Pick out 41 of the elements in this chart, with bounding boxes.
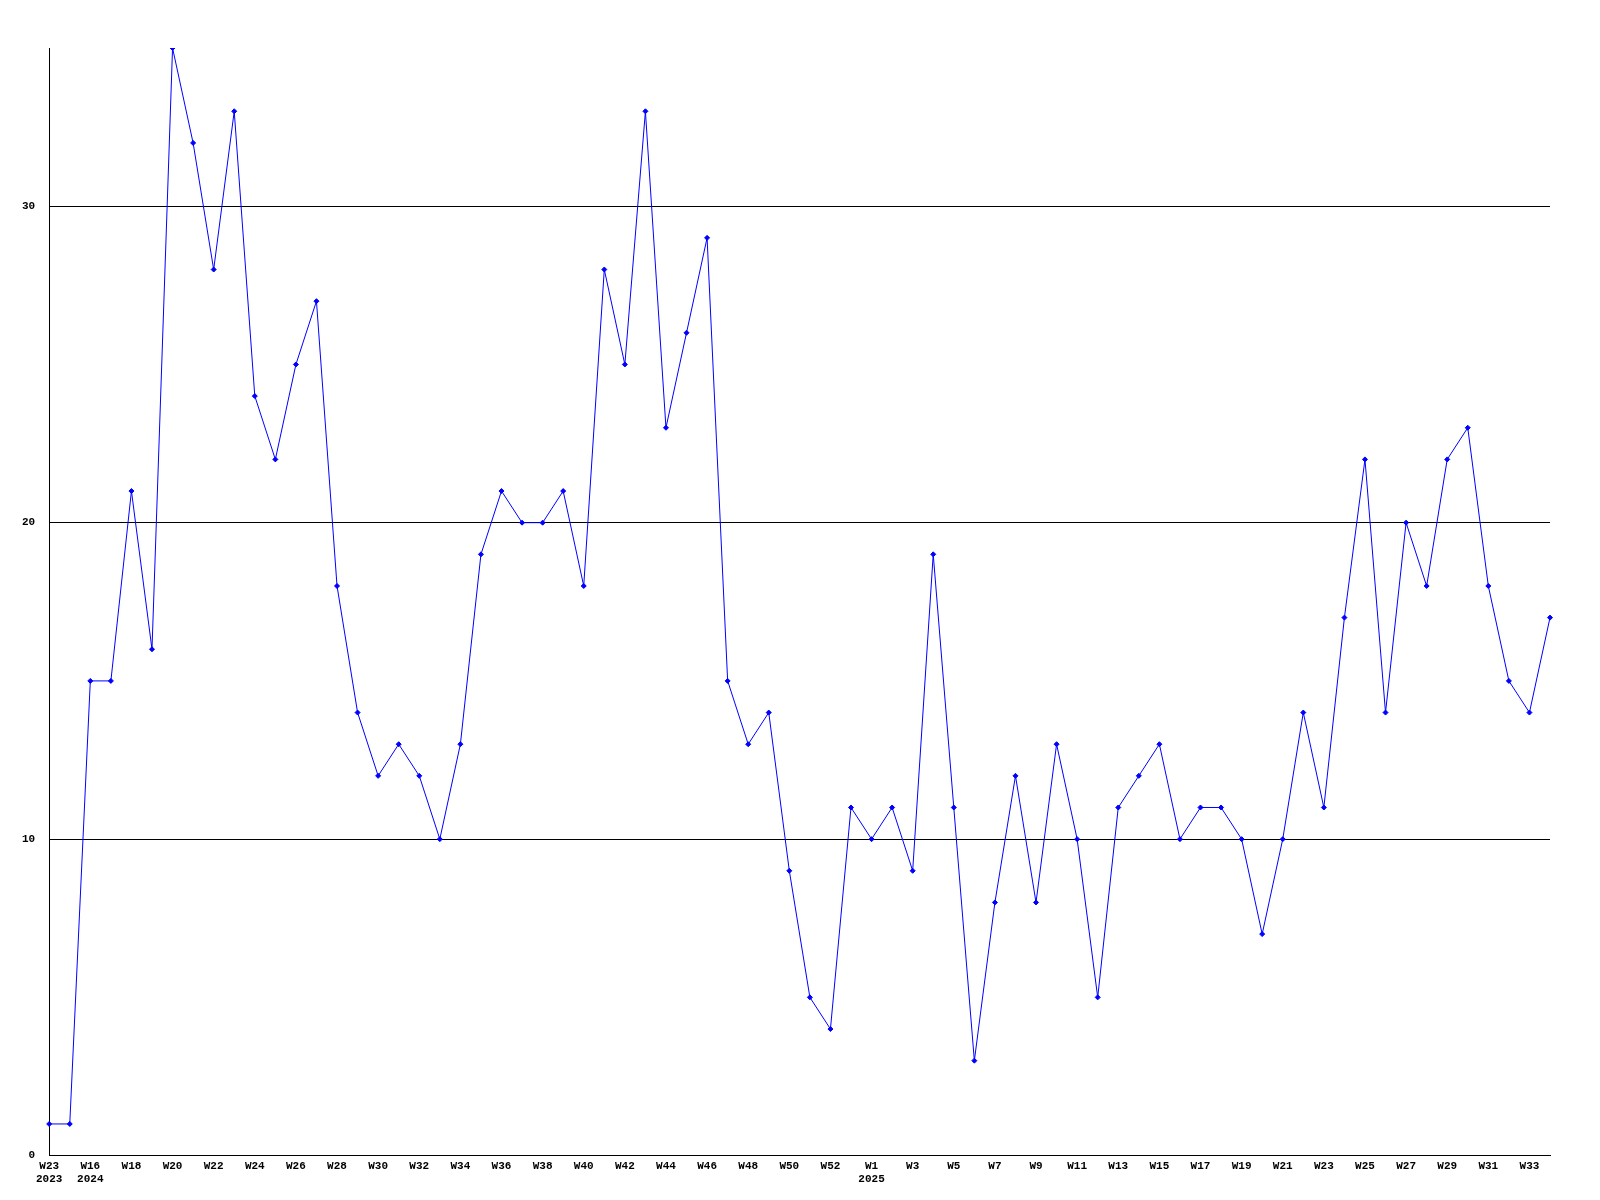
x-tick-label: W16 2024	[77, 1159, 104, 1186]
x-tick-label: W29	[1437, 1159, 1458, 1172]
x-tick-label: W52	[820, 1159, 841, 1172]
x-tick-label: W26	[286, 1159, 306, 1172]
x-tick-label: W33	[1519, 1159, 1540, 1172]
x-tick-label: W42	[614, 1159, 635, 1172]
y-tick-label: 0	[28, 1149, 36, 1162]
x-tick-label: W30	[368, 1159, 389, 1172]
x-tick-label: W27	[1396, 1159, 1416, 1172]
x-tick-label: W38	[532, 1159, 553, 1172]
x-tick-label: W13	[1108, 1159, 1129, 1172]
x-tick-label: W28	[327, 1159, 348, 1172]
x-tick-label: W48	[738, 1159, 759, 1172]
x-tick-label: W21	[1272, 1159, 1294, 1172]
y-tick-label: 10	[22, 832, 36, 845]
x-tick-label: W31	[1478, 1159, 1499, 1172]
x-tick-label: W19	[1231, 1159, 1252, 1172]
x-tick-label: W40	[573, 1159, 594, 1172]
x-tick-label: W17	[1190, 1159, 1211, 1172]
x-tick-label: W22	[203, 1159, 224, 1172]
x-tick-label: W24	[244, 1159, 266, 1172]
x-tick-label: W32	[409, 1159, 430, 1172]
x-tick-label: W44	[656, 1159, 677, 1172]
x-tick-label: W7	[988, 1159, 1002, 1172]
x-tick-label: W3	[906, 1159, 920, 1172]
y-tick-label: 20	[22, 516, 36, 529]
x-tick-label: W5	[947, 1159, 961, 1172]
x-tick-label: W20	[162, 1159, 183, 1172]
x-tick-label: W36	[491, 1159, 512, 1172]
y-tick-label: 30	[22, 199, 36, 212]
x-tick-label: W50	[779, 1159, 800, 1172]
x-tick-label: W46	[697, 1159, 717, 1172]
x-tick-label: W1 2025	[858, 1159, 886, 1186]
x-tick-label: W23	[1313, 1159, 1335, 1172]
x-tick-label: W23 2023	[36, 1159, 63, 1186]
x-tick-label: W15	[1149, 1159, 1170, 1172]
x-tick-label: W34	[450, 1159, 471, 1172]
x-tick-label: W25	[1355, 1159, 1376, 1172]
x-tick-label: W9	[1029, 1159, 1043, 1172]
x-tick-label: W11	[1067, 1159, 1088, 1172]
x-tick-label: W18	[121, 1159, 142, 1172]
